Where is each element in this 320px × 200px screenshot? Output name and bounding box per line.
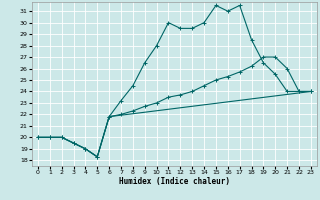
X-axis label: Humidex (Indice chaleur): Humidex (Indice chaleur) xyxy=(119,177,230,186)
